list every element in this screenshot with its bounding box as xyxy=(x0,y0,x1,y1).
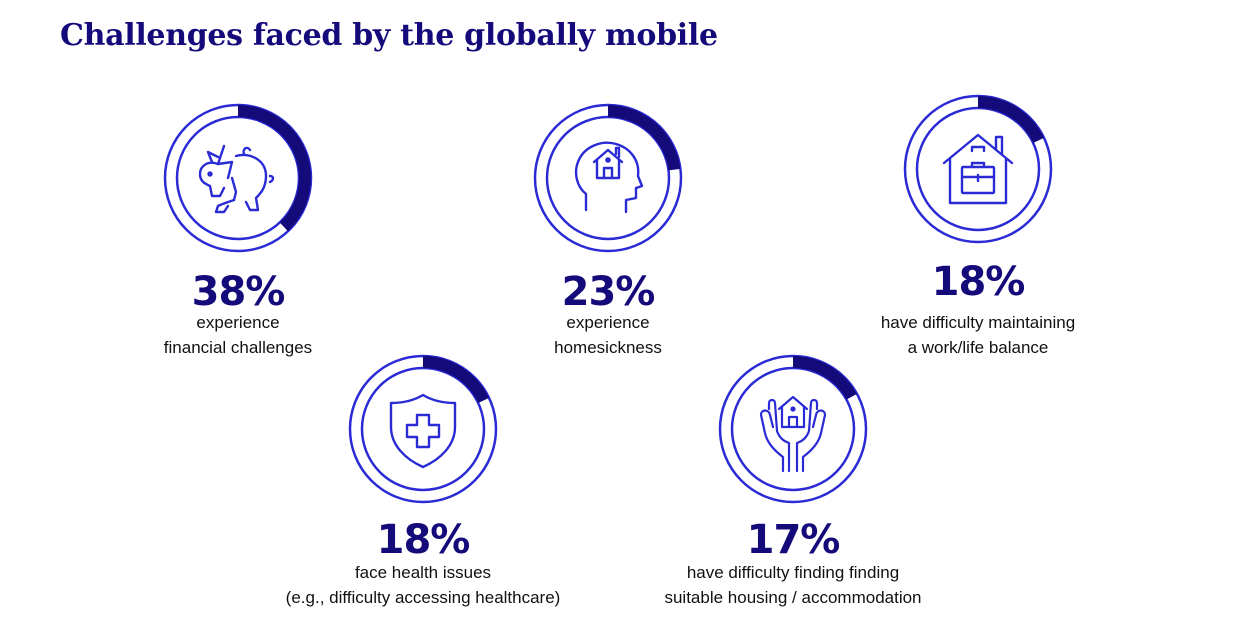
donut-chart-work-life-balance xyxy=(903,94,1053,244)
donut-chart-homesickness xyxy=(533,103,683,253)
description-work-life-balance: have difficulty maintaining a work/life … xyxy=(808,310,1148,360)
description-line: experience xyxy=(196,313,280,332)
donut-chart-housing xyxy=(718,354,868,504)
donut-inner-ring xyxy=(730,366,856,492)
percent-health: 18% xyxy=(376,517,471,563)
donut-value-arc xyxy=(238,105,311,232)
donut-chart-health xyxy=(348,354,498,504)
description-line: face health issues xyxy=(354,563,492,582)
description-line: suitable housing / accommodation xyxy=(664,588,922,607)
donut-value-arc xyxy=(793,356,857,400)
donut-inner-ring xyxy=(175,115,301,241)
description-line: (e.g., difficulty accessing healthcare) xyxy=(285,588,561,607)
percent-homesickness: 23% xyxy=(561,269,656,315)
donut-inner-ring xyxy=(915,106,1041,232)
description-housing: have difficulty finding finding suitable… xyxy=(623,560,963,610)
broken-piggy-bank-icon xyxy=(198,144,275,214)
donut-inner-ring xyxy=(360,366,486,492)
hands-holding-house-icon xyxy=(759,395,827,473)
percent-work-life-balance: 18% xyxy=(931,259,1026,305)
head-with-house-icon xyxy=(574,141,644,214)
percent-financial: 38% xyxy=(191,269,286,315)
shield-plus-icon xyxy=(389,393,457,469)
page-title: Challenges faced by the globally mobile xyxy=(60,18,718,53)
description-line: have difficulty finding finding xyxy=(686,563,900,582)
description-line: homesickness xyxy=(554,338,662,357)
description-line: have difficulty maintaining xyxy=(880,313,1076,332)
description-financial: experience financial challenges xyxy=(68,310,408,360)
house-with-briefcase-icon xyxy=(942,133,1014,205)
donut-value-arc xyxy=(978,96,1045,144)
description-health: face health issues (e.g., difficulty acc… xyxy=(253,560,593,610)
description-line: experience xyxy=(566,313,650,332)
description-homesickness: experience homesickness xyxy=(438,310,778,360)
description-line: a work/life balance xyxy=(907,338,1049,357)
donut-value-arc xyxy=(423,356,490,404)
description-line: financial challenges xyxy=(163,338,313,357)
donut-chart-financial xyxy=(163,103,313,253)
donut-value-arc xyxy=(608,105,681,171)
percent-housing: 17% xyxy=(746,517,841,563)
